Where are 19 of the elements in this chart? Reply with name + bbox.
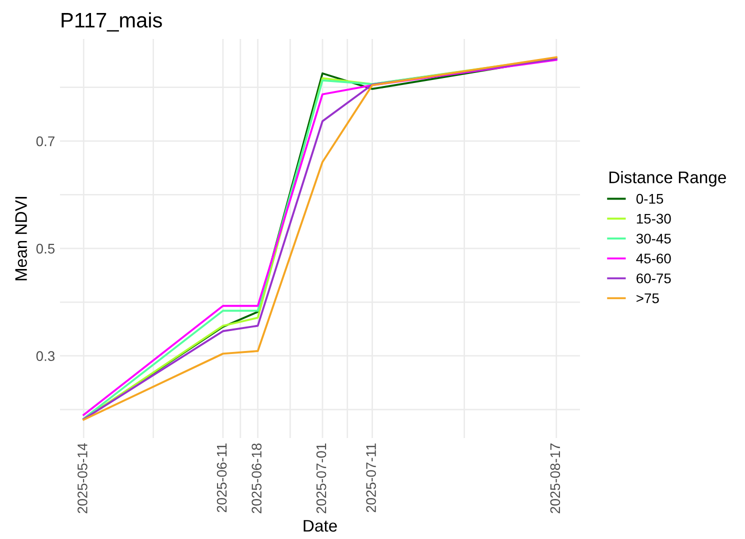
legend-label: 15-30 xyxy=(636,214,671,224)
y-tick-label: 0.3 xyxy=(36,351,55,362)
x-tick-label: 2025-07-01 xyxy=(316,444,326,514)
y-tick-label: 0.5 xyxy=(36,244,55,254)
y-tick-label: 0.7 xyxy=(36,136,54,146)
y-axis-title: Mean NDVI xyxy=(15,196,27,280)
legend-label: 0-15 xyxy=(636,194,664,204)
x-tick-label: 2025-06-11 xyxy=(216,444,227,512)
legend-label: 45-60 xyxy=(636,254,671,264)
x-tick-label: 2025-06-18 xyxy=(252,443,262,514)
legend-label: >75 xyxy=(636,294,659,304)
x-tick-label: 2025-05-14 xyxy=(78,443,88,514)
chart-title: P117_mais xyxy=(62,12,162,32)
legend-label: 60-75 xyxy=(636,273,671,284)
legend-label: 30-45 xyxy=(636,234,671,244)
legend-title: Distance Range xyxy=(609,171,726,187)
x-tick-label: 2025-08-17 xyxy=(550,444,560,514)
x-axis-title: Date xyxy=(304,520,337,532)
x-tick-label: 2025-07-11 xyxy=(366,444,376,512)
